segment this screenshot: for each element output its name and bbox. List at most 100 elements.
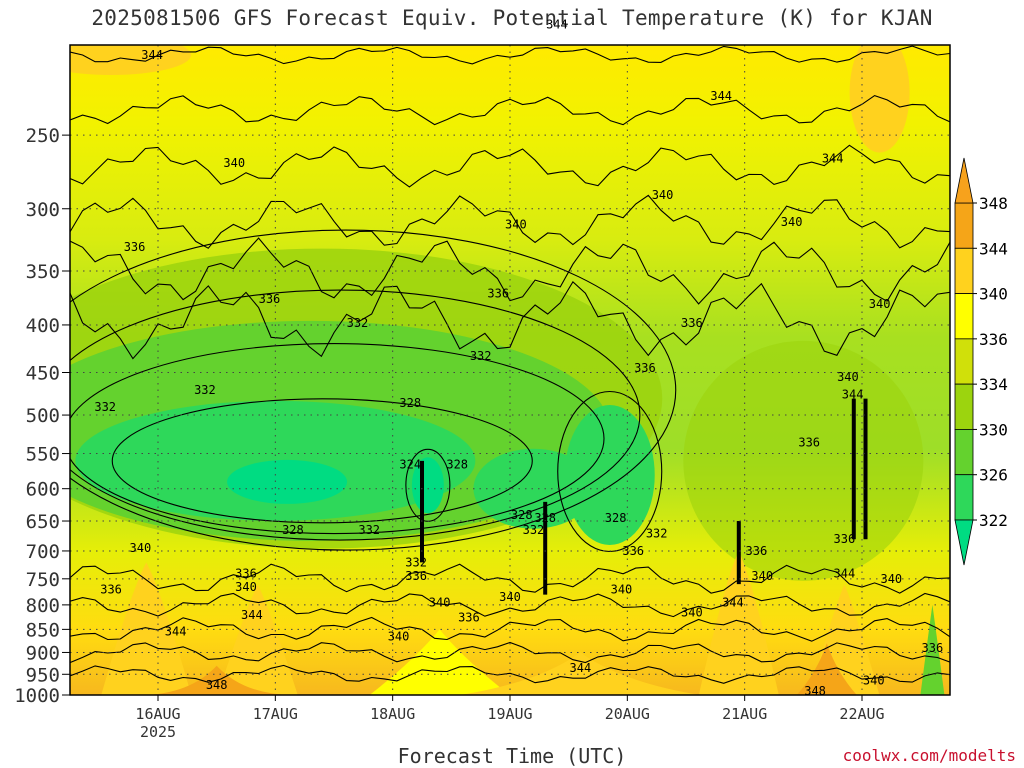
contour-line (70, 289, 641, 541)
field-band-344 (849, 45, 910, 153)
contour-label: 344 (141, 48, 163, 62)
x-tick-label: 18AUG (370, 705, 415, 723)
colorbar-extend-low (954, 519, 974, 566)
contour-label: 340 (751, 569, 773, 583)
colorbar-label: 330 (979, 420, 1008, 439)
contour-label: 336 (922, 641, 944, 655)
contour-label: 336 (235, 566, 257, 580)
contour-label: 328 (446, 457, 468, 471)
contour-label: 336 (100, 582, 122, 596)
contour-label: 332 (358, 523, 380, 537)
contour-label: 328 (282, 523, 304, 537)
contour-label: 344 (710, 89, 732, 103)
contour-line (557, 390, 663, 553)
contour-label: 344 (546, 17, 568, 31)
contour-label: 340 (505, 218, 527, 232)
contour-label: 328 (511, 508, 533, 522)
contour-label: 340 (837, 370, 859, 384)
colorbar-label: 326 (979, 466, 1008, 485)
field-band-344 (70, 45, 192, 75)
colorbar-swatch (954, 338, 974, 385)
contour-line (70, 194, 950, 249)
contour-label: 348 (804, 684, 826, 698)
contour-label: 340 (235, 580, 257, 594)
chart-title: 2025081506 GFS Forecast Equiv. Potential… (91, 6, 933, 30)
field-plume-340 (369, 629, 510, 695)
contour-label: 328 (399, 396, 421, 410)
credit-link[interactable]: coolwx.com/modelts (842, 746, 1016, 765)
y-tick-label: 500 (26, 405, 60, 427)
contour-label: 340 (869, 297, 891, 311)
contour-label: 344 (822, 152, 844, 166)
y-tick-label: 600 (26, 479, 60, 501)
y-tick-label: 300 (26, 199, 60, 221)
contour-label: 340 (863, 674, 885, 688)
contour-label: 324 (399, 457, 421, 471)
contour-label: 340 (880, 572, 902, 586)
contour-label: 332 (470, 349, 492, 363)
contour-label: 336 (634, 361, 656, 375)
contour-label: 336 (746, 544, 768, 558)
y-tick-label: 250 (26, 125, 60, 147)
contour-label: 336 (405, 569, 427, 583)
colorbar-swatch (954, 383, 974, 430)
colorbar-swatch (954, 474, 974, 521)
y-tick-label: 350 (26, 261, 60, 283)
colorbar-swatch (954, 247, 974, 294)
contour-label: 336 (798, 435, 820, 449)
contour-label: 336 (834, 532, 856, 546)
colorbar-swatch (954, 202, 974, 249)
contour-line (70, 592, 950, 618)
colorbar-label: 322 (979, 511, 1008, 530)
x-tick-label: 19AUG (487, 705, 532, 723)
contour-label: 332 (405, 555, 427, 569)
contour-label: 344 (241, 608, 263, 622)
y-tick-label: 900 (26, 642, 60, 664)
contour-label: 332 (347, 316, 369, 330)
colorbar-swatch (954, 429, 974, 476)
contour-label: 340 (781, 215, 803, 229)
colorbar-extend-high (954, 157, 974, 204)
field-plume-344 (698, 550, 779, 695)
contour-label: 328 (534, 511, 556, 525)
contour-line (70, 616, 950, 642)
contour-label: 344 (570, 661, 592, 675)
contour-label: 332 (194, 383, 216, 397)
contour-label: 336 (259, 292, 281, 306)
field-plume-344 (460, 652, 701, 695)
contour-label: 340 (681, 605, 703, 619)
y-tick-label: 1000 (14, 685, 60, 707)
contour-label: 344 (834, 566, 856, 580)
x-tick-label: 21AUG (722, 705, 767, 723)
y-tick-label: 650 (26, 511, 60, 533)
contour-line (70, 280, 950, 360)
contour-label: 340 (388, 629, 410, 643)
colorbar-label: 344 (979, 239, 1008, 258)
contour-line (70, 229, 677, 551)
colorbar-label: 348 (979, 194, 1008, 213)
x-tick-label: 22AUG (839, 705, 884, 723)
colorbar-label: 340 (979, 285, 1008, 304)
x-year-label: 2025 (140, 723, 176, 741)
contour-label: 336 (487, 286, 509, 300)
y-tick-label: 400 (26, 315, 60, 337)
contour-label: 344 (842, 387, 864, 401)
contour-line (70, 343, 605, 535)
contour-label: 340 (499, 590, 521, 604)
x-tick-label: 16AUG (135, 705, 180, 723)
field-band-326 (564, 405, 655, 546)
y-tick-label: 700 (26, 541, 60, 563)
field-band-334 (683, 340, 924, 581)
contour-line (70, 664, 950, 684)
contour-label: 336 (681, 316, 703, 330)
colorbar-label: 334 (979, 375, 1008, 394)
colorbar-swatch (954, 293, 974, 340)
y-tick-label: 750 (26, 569, 60, 591)
contour-label: 340 (652, 188, 674, 202)
contour-label: 340 (429, 595, 451, 609)
field-band-322 (411, 457, 444, 514)
contour-label: 344 (165, 625, 187, 639)
y-tick-label: 950 (26, 664, 60, 686)
contour-label: 348 (206, 678, 228, 692)
